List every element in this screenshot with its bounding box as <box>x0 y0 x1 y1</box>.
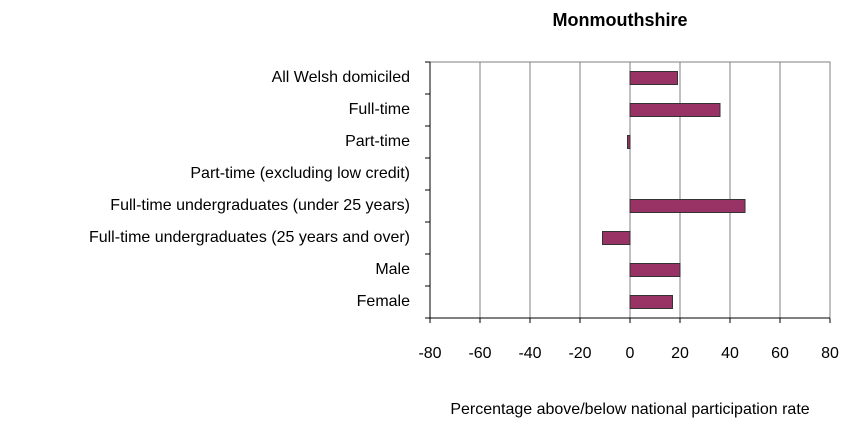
x-tick-label: -40 <box>518 345 541 362</box>
x-tick-label: -20 <box>568 345 591 362</box>
y-tick-label: Full-time undergraduates (25 years and o… <box>89 229 410 246</box>
y-tick-label: Full-time undergraduates (under 25 years… <box>110 197 410 214</box>
bar <box>629 263 681 277</box>
x-tick-label: 0 <box>626 345 635 362</box>
x-tick-label: -60 <box>468 345 491 362</box>
x-tick-label: 60 <box>771 345 789 362</box>
bar <box>629 71 678 85</box>
y-tick-label: Full-time <box>349 101 410 118</box>
y-tick-label: Part-time <box>345 133 410 150</box>
y-tick-label: Male <box>375 261 410 278</box>
bar <box>629 295 673 309</box>
x-tick-label: 80 <box>821 345 839 362</box>
x-axis-label: Percentage above/below national particip… <box>450 401 809 418</box>
bar <box>602 231 631 245</box>
y-tick-label: Female <box>357 293 410 310</box>
x-tick-label: 40 <box>721 345 739 362</box>
bar <box>629 103 721 117</box>
bar <box>629 199 746 213</box>
x-tick-label: -80 <box>418 345 441 362</box>
y-tick-label: All Welsh domiciled <box>272 69 410 86</box>
bar <box>627 135 631 149</box>
y-tick-label: Part-time (excluding low credit) <box>190 165 410 182</box>
chart-title: Monmouthshire <box>553 10 688 30</box>
x-tick-label: 20 <box>671 345 689 362</box>
